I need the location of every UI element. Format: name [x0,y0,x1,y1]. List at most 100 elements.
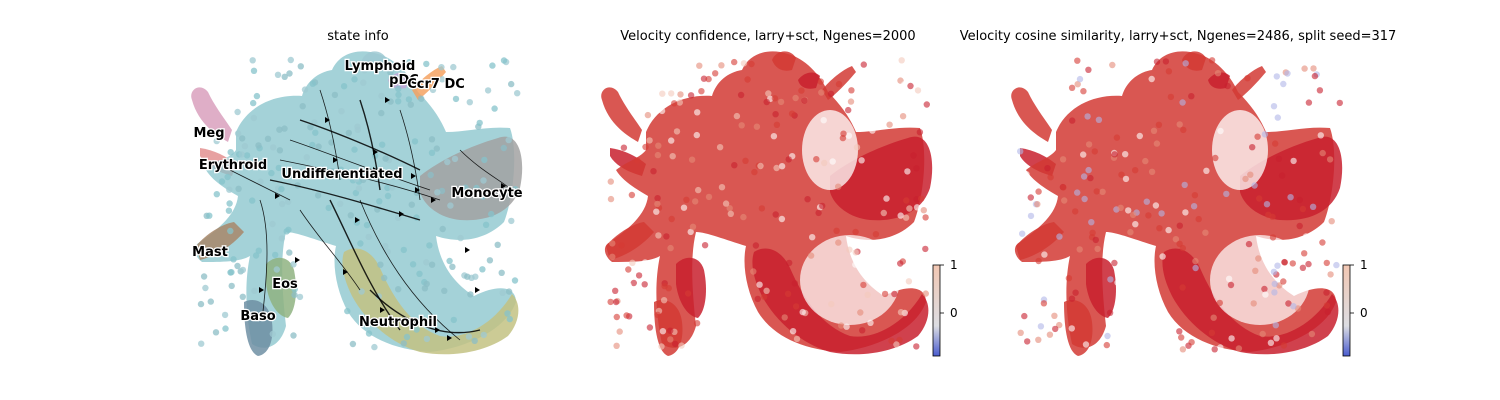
cell-point [1035,336,1042,343]
cell-point [1299,205,1307,213]
cell-point [852,261,859,268]
cluster-region-baso [244,300,273,356]
cell-point [276,126,283,133]
cell-point [1188,339,1195,346]
cell-point [667,336,674,343]
sparse-region [802,110,858,190]
cell-point [778,215,786,223]
cell-point [756,281,763,288]
cell-point [1190,203,1198,210]
cell-point [770,133,778,140]
cell-point [351,146,358,153]
cell-point [1317,132,1325,139]
cell-point [1316,56,1323,64]
cell-point [481,156,488,164]
streamline [369,289,481,334]
sparse-region [1212,110,1268,190]
cell-point [650,168,657,175]
colorbar-gradient [1342,264,1351,357]
cell-point [369,319,376,326]
cell-point [1167,93,1175,101]
cell-point [500,57,508,64]
cell-point [646,324,654,331]
cell-point [1095,116,1103,124]
cell-point [1172,236,1180,243]
cell-point [791,280,798,287]
embedding-density [601,51,933,356]
cell-point [784,290,792,297]
cell-point [1143,198,1151,205]
cell-point [607,195,615,203]
cell-point [852,228,859,236]
streamline-arrow [373,149,378,155]
cell-point [291,286,298,293]
cell-point [904,168,911,175]
cell-point [1052,325,1059,333]
cell-point [217,159,224,167]
cell-point [281,73,288,81]
density-region [1182,51,1206,71]
cell-point [1252,267,1259,274]
cell-point [613,304,620,312]
cell-point [301,86,309,93]
cell-point [613,342,620,349]
cell-point [498,269,505,276]
cell-point [1301,65,1308,72]
cell-point [839,134,847,142]
cell-point [773,121,781,128]
cell-point [906,205,913,212]
streamline [289,139,431,191]
cell-point [641,337,648,345]
cell-point [1027,212,1035,220]
cell-point [234,130,242,137]
cell-point [1182,60,1189,67]
cell-point [916,129,924,136]
cell-point [1041,251,1048,258]
cell-point [362,315,369,322]
density-region [676,257,706,318]
cell-point [1060,184,1067,191]
cell-point [1145,212,1152,219]
cell-point [281,125,288,132]
cell-point [228,269,235,276]
cell-point [659,328,667,335]
streamline [299,209,361,291]
cell-point [499,289,506,296]
cell-point [700,75,708,82]
cell-point [365,233,372,241]
cell-point [668,215,675,223]
cell-point [406,59,413,66]
cell-point [761,293,768,300]
cell-point [1216,299,1224,307]
cell-point [1037,323,1045,330]
cell-point [1325,69,1332,76]
cell-point [835,80,843,88]
cell-point [788,110,796,117]
cell-point [1069,117,1076,124]
cell-point [395,91,402,99]
cell-point [213,137,220,145]
cell-point [238,151,245,158]
cell-point [668,137,675,144]
cell-point [1247,171,1254,178]
cell-point [433,145,440,152]
cluster-region-neutrophil [342,248,519,355]
cell-point [758,205,766,212]
cell-point [1017,148,1024,155]
cell-point [297,63,304,70]
cell-point [1158,210,1165,217]
cell-point [907,82,914,90]
cell-point [1148,75,1155,83]
streamline-arrow [431,197,436,203]
cell-point [886,121,893,128]
density-region [1016,222,1064,260]
cell-point [423,280,430,288]
cell-point [864,291,871,298]
cell-point [744,76,751,83]
cell-point [1208,57,1216,64]
cell-point [689,223,697,230]
streamline [299,119,421,171]
cell-point [278,235,285,242]
